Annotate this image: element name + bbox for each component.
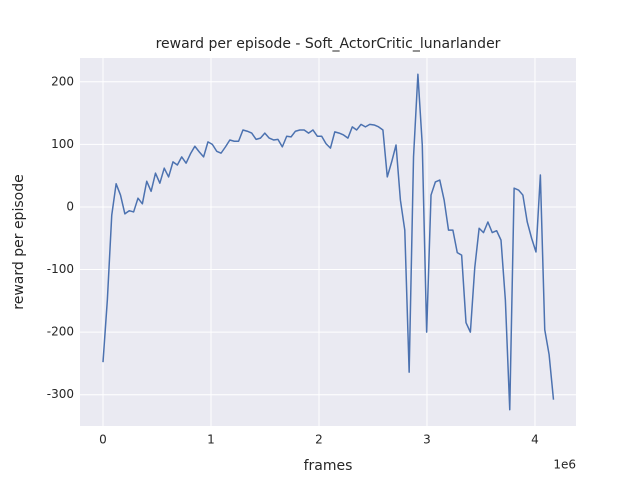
y-tick-label: -200 [47,325,74,339]
x-offset-label: 1e6 [553,458,576,472]
y-tick-label: 200 [51,74,74,88]
y-tick-label: -100 [47,262,74,276]
y-axis-label: reward per episode [11,174,27,309]
x-axis-label: frames [304,458,353,474]
y-tick-label: 100 [51,137,74,151]
x-tick-label: 1 [207,433,215,447]
line [102,73,555,411]
x-tick-label: 4 [531,433,539,447]
chart-title: reward per episode - Soft_ActorCritic_lu… [156,36,501,52]
plot-area [80,58,576,426]
x-tick-label: 3 [423,433,431,447]
x-tick-label: 2 [315,433,323,447]
y-tick-label: 0 [66,199,74,213]
y-tick-label: -300 [47,387,74,401]
x-tick-label: 0 [99,433,107,447]
